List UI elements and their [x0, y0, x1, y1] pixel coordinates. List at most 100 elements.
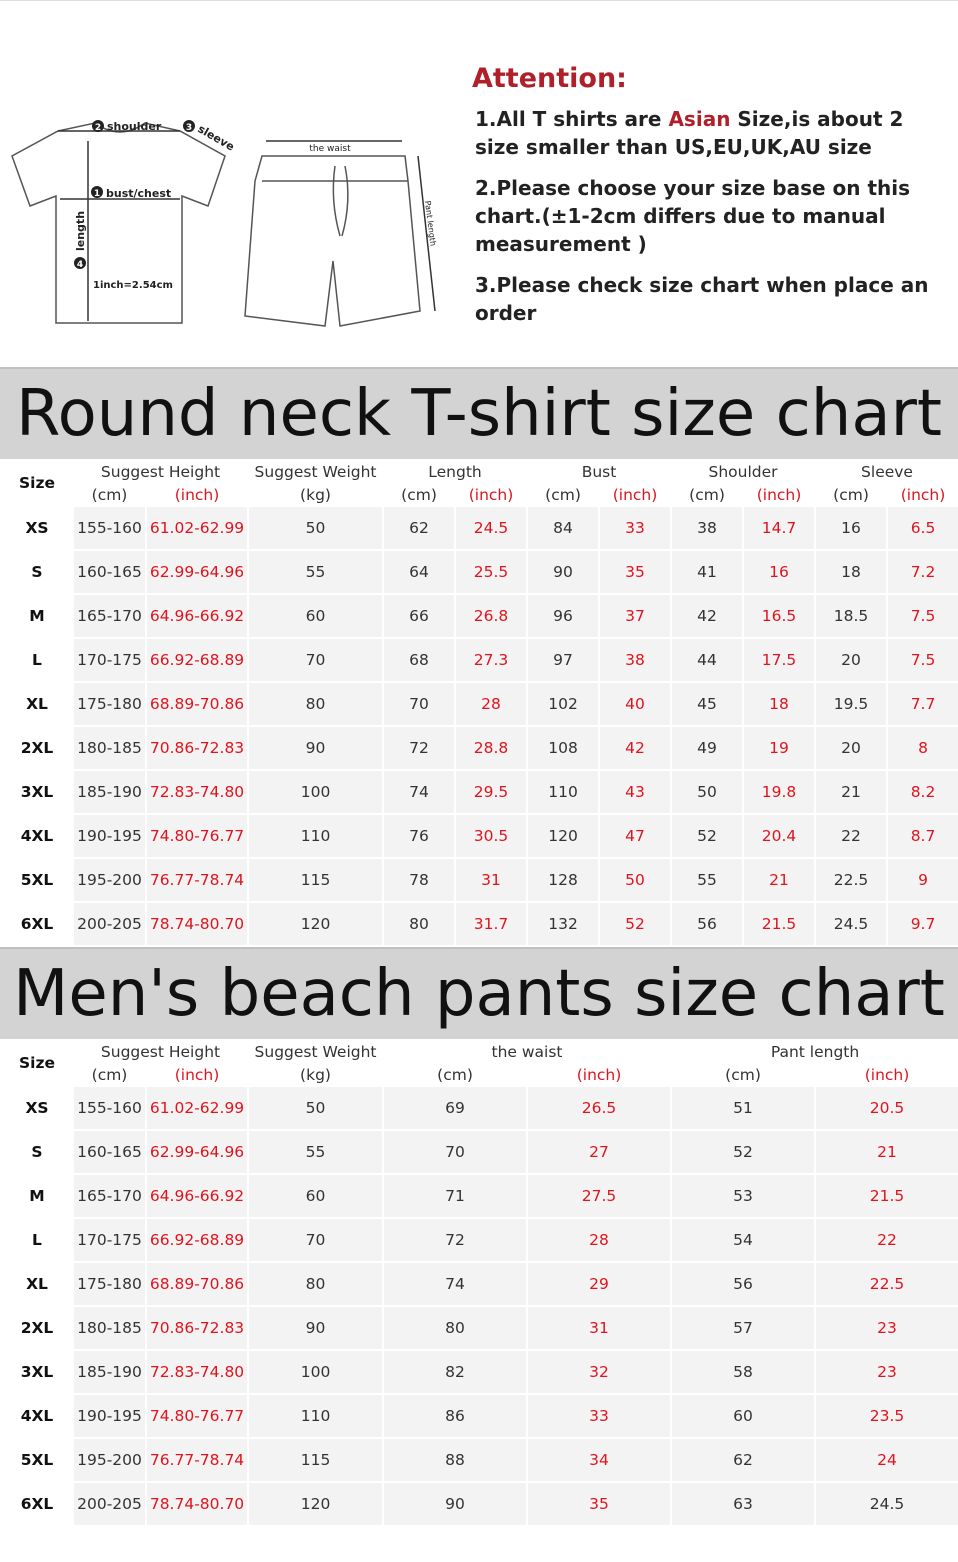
table-row: L 170-175 66.92-68.89 70 72 28 54 22 [0, 1217, 958, 1263]
value-cell: 24.5 [814, 901, 889, 947]
value-cell: 50 [247, 1085, 385, 1131]
value-cell: 200-205 [72, 1481, 147, 1527]
value-cell: 18 [814, 549, 889, 595]
value-cell: 27.5 [526, 1173, 673, 1219]
value-cell: 66.92-68.89 [144, 637, 250, 683]
table-row: S 160-165 62.99-64.96 55 70 27 52 21 [0, 1129, 958, 1175]
table-row: S 160-165 62.99-64.96 55 64 25.5 90 35 41 16 18 7.2 [0, 549, 958, 595]
table-row: 6XL 200-205 78.74-80.70 120 90 35 63 24.5 [0, 1481, 958, 1527]
value-cell: 31 [526, 1305, 673, 1351]
value-cell: 16.5 [742, 593, 817, 639]
value-cell: 52 [670, 1129, 817, 1175]
value-cell: 64 [382, 549, 457, 595]
value-cell: 74.80-76.77 [144, 813, 250, 859]
value-cell: 190-195 [72, 1393, 147, 1439]
value-cell: 78.74-80.70 [144, 901, 250, 947]
value-cell: 6.5 [886, 505, 958, 551]
value-cell: 31.7 [454, 901, 529, 947]
size-cell: M [0, 593, 74, 639]
unit-header: (inch) [144, 1062, 250, 1087]
value-cell: 18 [742, 681, 817, 727]
value-cell: 68 [382, 637, 457, 683]
value-cell: 22 [814, 813, 889, 859]
marker-number: 4 [77, 260, 83, 270]
value-cell: 70 [247, 637, 385, 683]
group-header: Suggest Weight [247, 1039, 385, 1064]
table-row: 2XL 180-185 70.86-72.83 90 72 28.8 108 42 49 19 20… [0, 725, 958, 771]
group-header: Suggest Height [71, 459, 250, 484]
value-cell: 80 [382, 901, 457, 947]
group-header: Pant length [670, 1039, 958, 1064]
value-cell: 55 [670, 857, 745, 903]
marker [74, 257, 86, 269]
size-cell: 4XL [0, 813, 74, 859]
value-cell: 23 [814, 1305, 958, 1351]
value-cell: 9.7 [886, 901, 958, 947]
header-row: Size Suggest Height Suggest Weight Length Bu… [0, 459, 958, 507]
size-cell: 4XL [0, 1393, 74, 1439]
value-cell: 86 [382, 1393, 529, 1439]
attention-text: 3.Please check size chart when place an … [475, 273, 929, 325]
value-cell: 185-190 [72, 769, 147, 815]
table-row: XS 155-160 61.02-62.99 50 62 24.5 84 33 38 14.7 16… [0, 505, 958, 551]
value-cell: 33 [598, 505, 673, 551]
attention-text: Asian [668, 107, 731, 131]
unit-header: (kg) [247, 482, 385, 507]
value-cell: 31 [454, 857, 529, 903]
unit-header: (inch) [144, 482, 250, 507]
value-cell: 115 [247, 1437, 385, 1483]
value-cell: 115 [247, 857, 385, 903]
value-cell: 45 [670, 681, 745, 727]
value-cell: 78.74-80.70 [144, 1481, 250, 1527]
attention-text: Size,is about 2 size smaller than US,EU,… [475, 107, 904, 159]
value-cell: 72 [382, 725, 457, 771]
attention-item: 2.Please choose your size base on this c… [475, 174, 942, 258]
table-body: XS 155-160 61.02-62.99 50 69 26.5 51 20.5 S 160-1… [0, 1085, 958, 1527]
diagrams: 2 shoulder 3 sleeve 1 bust/chest 4 lengt… [11, 120, 438, 327]
value-cell: 64.96-66.92 [144, 1173, 250, 1219]
value-cell: 56 [670, 1261, 817, 1307]
unit-header: (inch) [814, 1062, 958, 1087]
size-cell: L [0, 637, 74, 683]
value-cell: 43 [598, 769, 673, 815]
value-cell: 27.3 [454, 637, 529, 683]
size-cell: S [0, 1129, 74, 1175]
value-cell: 62 [382, 505, 457, 551]
diagram-label: shoulder [107, 120, 162, 133]
value-cell: 76.77-78.74 [144, 1437, 250, 1483]
value-cell: 20.4 [742, 813, 817, 859]
value-cell: 61.02-62.99 [144, 1085, 250, 1131]
diagram-label: the waist [309, 144, 351, 154]
value-cell: 14.7 [742, 505, 817, 551]
unit-header: (cm) [382, 1062, 529, 1087]
attention-text: 2.Please choose your size base on this c… [475, 176, 911, 256]
size-cell: XS [0, 505, 74, 551]
value-cell: 50 [247, 505, 385, 551]
unit-header: (kg) [247, 1062, 385, 1087]
value-cell: 66 [382, 593, 457, 639]
size-cell: 3XL [0, 769, 74, 815]
diagram-label: bust/chest [106, 187, 171, 200]
value-cell: 7.2 [886, 549, 958, 595]
diagram-note: 1inch=2.54cm [93, 280, 173, 291]
value-cell: 102 [526, 681, 601, 727]
table-header: Size Suggest Height Suggest Weight Length Bu… [0, 459, 958, 507]
value-cell: 63 [670, 1481, 817, 1527]
value-cell: 108 [526, 725, 601, 771]
unit-header: (cm) [526, 482, 601, 507]
size-cell: XL [0, 681, 74, 727]
value-cell: 185-190 [72, 1349, 147, 1395]
value-cell: 30.5 [454, 813, 529, 859]
value-cell: 21 [814, 1129, 958, 1175]
value-cell: 110 [247, 1393, 385, 1439]
value-cell: 165-170 [72, 593, 147, 639]
attention-text: 1.All T shirts are [475, 107, 669, 131]
value-cell: 84 [526, 505, 601, 551]
table-row: 5XL 195-200 76.77-78.74 115 88 34 62 24 [0, 1437, 958, 1483]
value-cell: 60 [247, 1173, 385, 1219]
value-cell: 28.8 [454, 725, 529, 771]
group-header: Sleeve [814, 459, 958, 484]
value-cell: 180-185 [72, 1305, 147, 1351]
value-cell: 8.7 [886, 813, 958, 859]
unit-header: (cm) [670, 1062, 817, 1087]
